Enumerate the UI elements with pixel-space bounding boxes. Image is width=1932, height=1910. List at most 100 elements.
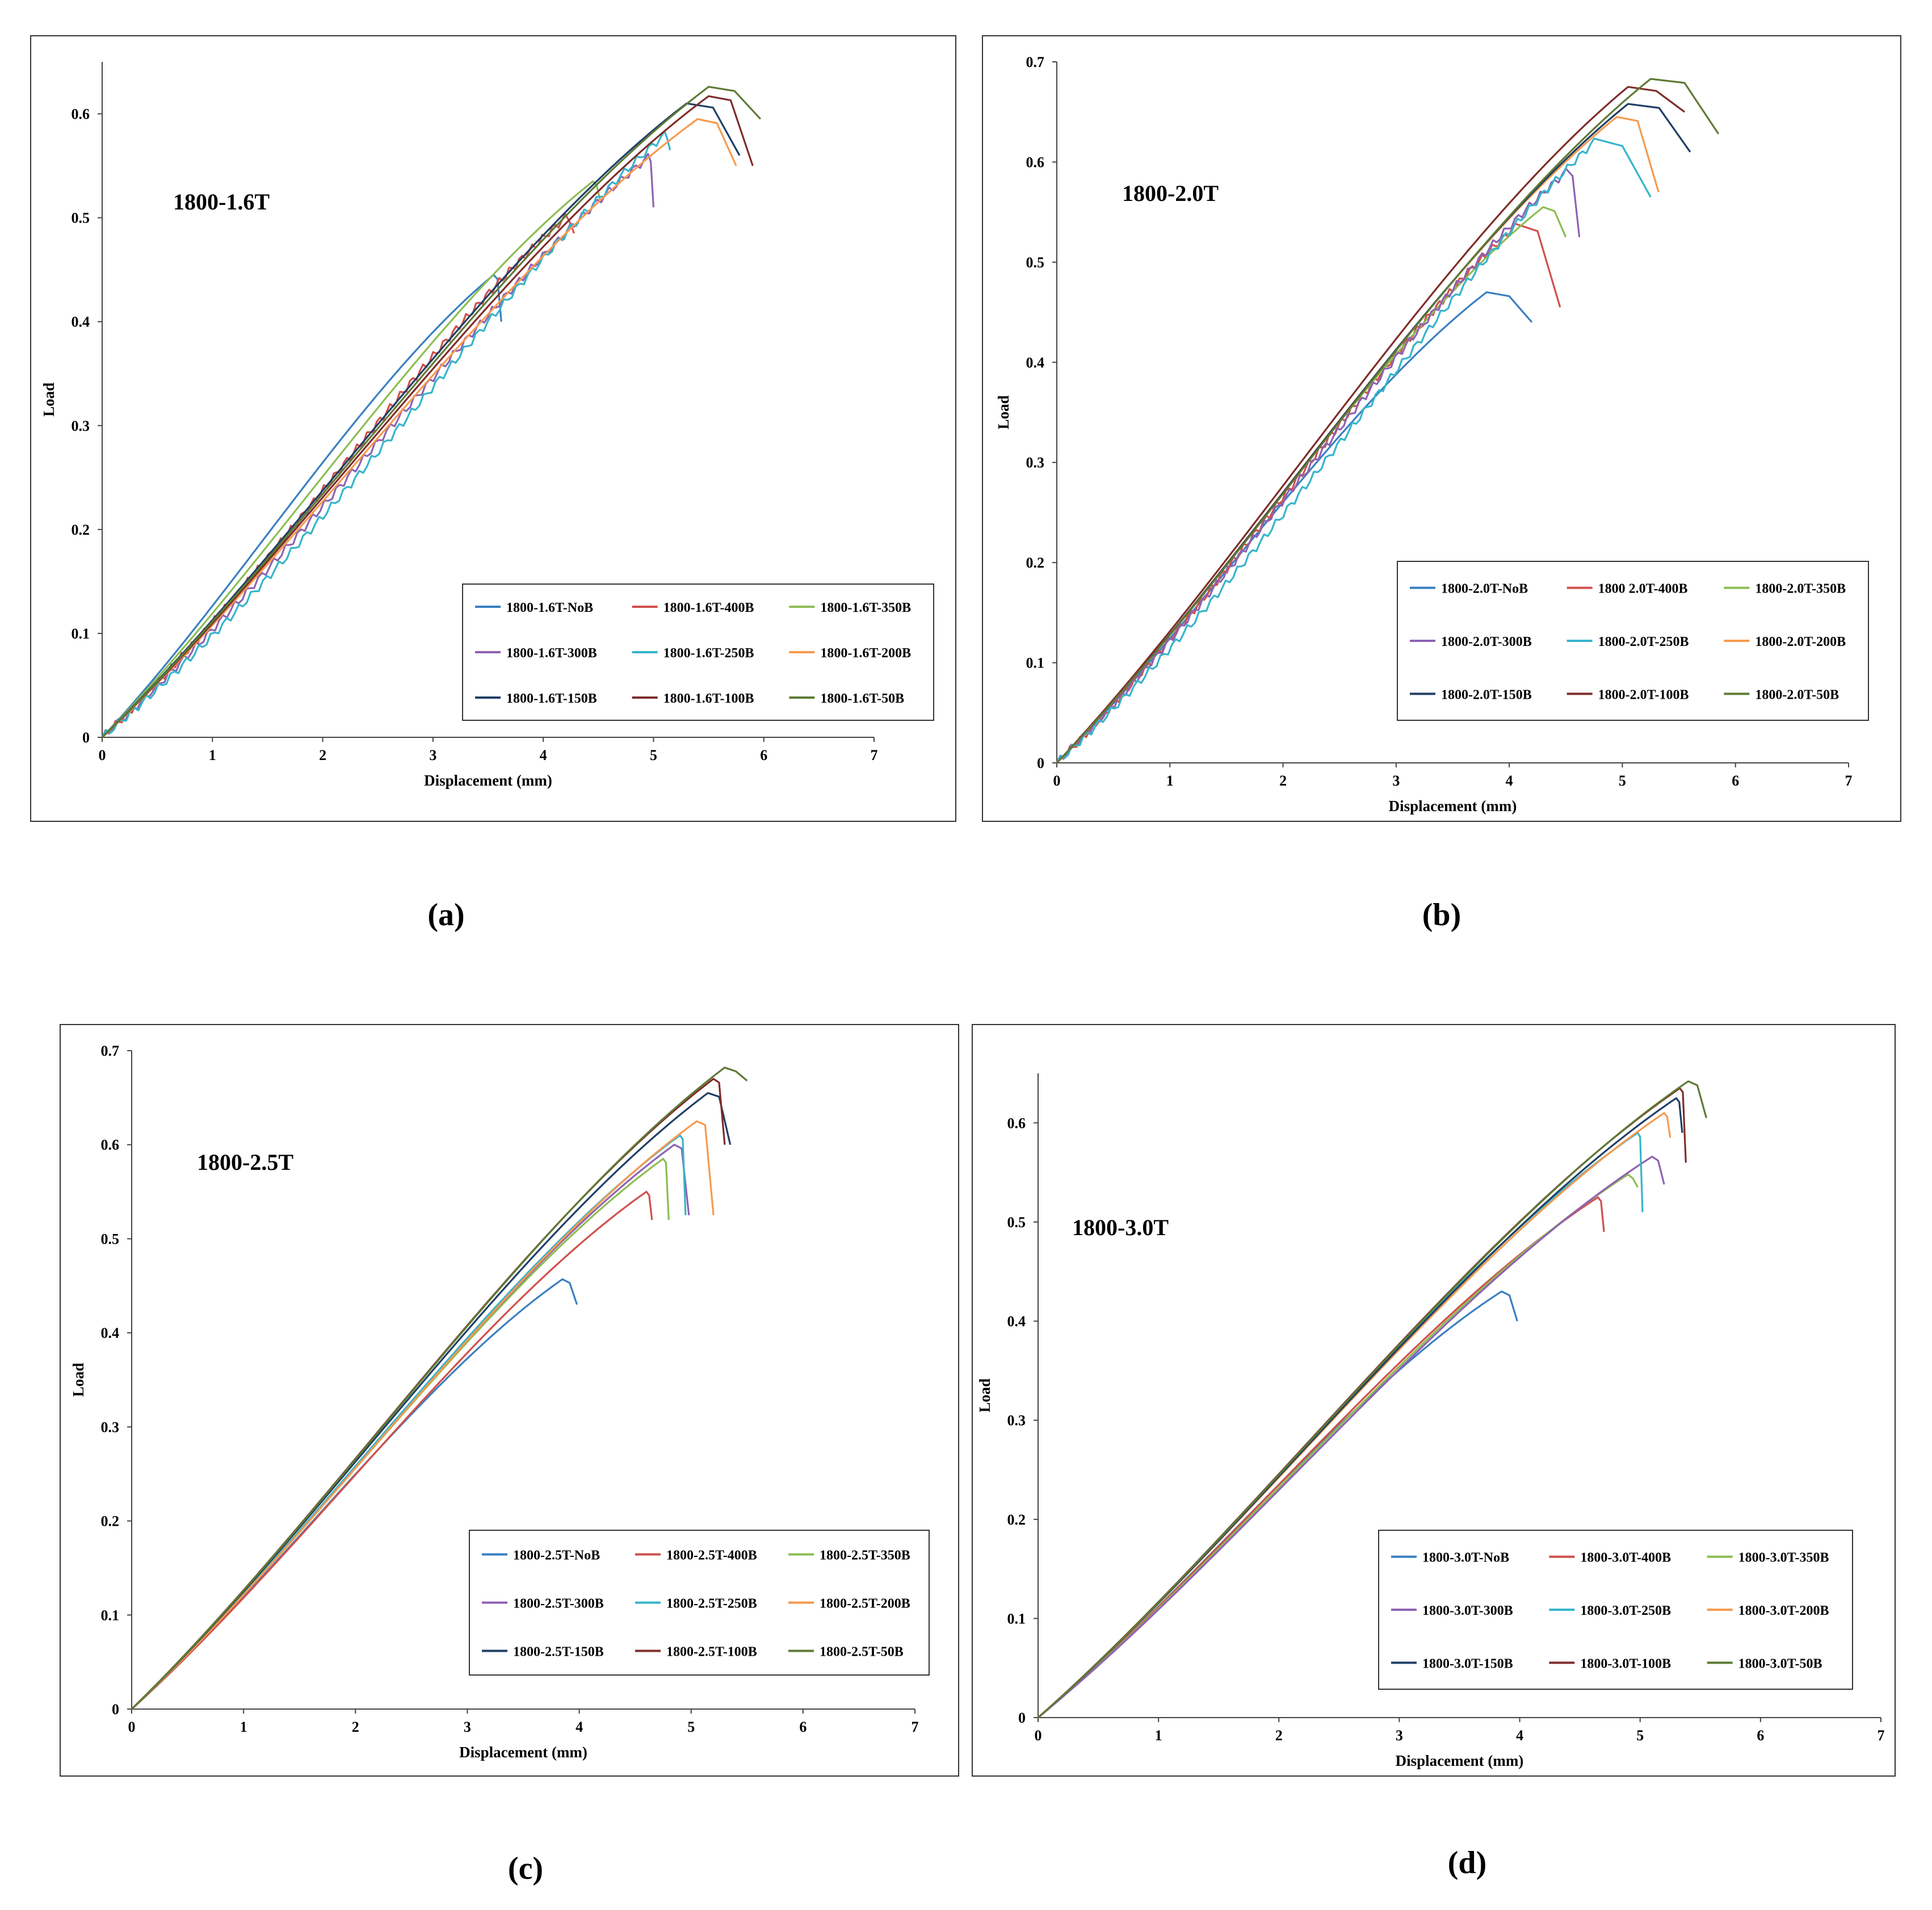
- chart-svg-d: 0 1 2 3 4 5 6 7 0 0.1 0.2 0.3 0.4 0.5 0.6 Displacement …: [976, 1073, 1885, 1769]
- series-line-1800-1.6T-100B: [101, 95, 754, 738]
- legend-label: 1800-1.6T-250B: [663, 646, 754, 661]
- y-tick-label: 0.5: [72, 210, 90, 226]
- y-axis-title: Load: [70, 1363, 87, 1397]
- legend-label: 1800-2.0T-200B: [1755, 635, 1846, 649]
- chart-panel-d: 0 1 2 3 4 5 6 7 0 0.1 0.2 0.3 0.4 0.5 0.6 Displacement …: [972, 1024, 1896, 1777]
- series-line-1800-1.6T-250B: [101, 130, 671, 738]
- x-tick-label: 1: [1166, 773, 1174, 789]
- y-axis-title: Load: [976, 1378, 993, 1412]
- legend-label: 1800-1.6T-400B: [663, 601, 754, 615]
- x-tick-label: 3: [1396, 1727, 1403, 1744]
- y-tick-label: 0.2: [72, 522, 90, 538]
- y-tick-label: 0.7: [1026, 54, 1045, 70]
- y-tick-label: 0.2: [1026, 555, 1045, 571]
- legend-label: 1800-1.6T-300B: [506, 646, 597, 661]
- y-tick-label: 0: [112, 1701, 119, 1718]
- legend-label: 1800-2.5T-350B: [820, 1548, 910, 1563]
- legend-label: 1800-2.5T-250B: [666, 1597, 757, 1611]
- legend-label: 1800-1.6T-350B: [820, 601, 911, 615]
- y-axis-title: Load: [40, 383, 57, 417]
- x-tick-label: 4: [576, 1719, 583, 1735]
- x-tick-label: 6: [799, 1719, 807, 1735]
- legend-label: 1800-2.0T-250B: [1598, 635, 1689, 649]
- y-tick-label: 0.7: [101, 1043, 120, 1059]
- legend-box: [1397, 561, 1869, 721]
- legend-label: 1800-1.6T-150B: [506, 691, 597, 706]
- chart-svg-b: 0 1 2 3 4 5 6 7 0 0.1 0.2 0.3 0.4 0.5 0.6 0.7 Displaceme…: [995, 54, 1869, 815]
- legend-label: 1800-3.0T-NoB: [1422, 1551, 1509, 1565]
- x-tick-label: 4: [540, 747, 547, 763]
- legend-label: 1800-3.0T-150B: [1422, 1656, 1513, 1671]
- y-tick-label: 0.6: [72, 106, 90, 123]
- legend-label: 1800-3.0T-100B: [1580, 1656, 1671, 1671]
- y-tick-label: 0.5: [1007, 1214, 1026, 1231]
- series-line-1800-3.0T-300B: [1037, 1156, 1665, 1719]
- y-tick-label: 0.1: [101, 1607, 120, 1623]
- x-tick-label: 1: [240, 1719, 247, 1735]
- series-line-1800-2.0T-50B: [1056, 78, 1720, 764]
- legend-label: 1800-3.0T-400B: [1580, 1551, 1671, 1565]
- x-tick-label: 2: [1279, 773, 1287, 789]
- x-tick-label: 7: [912, 1719, 919, 1735]
- series-line-1800-2.0T-300B: [1056, 167, 1581, 763]
- y-tick-label: 0.1: [72, 626, 90, 642]
- legend-label: 1800-2.0T-150B: [1441, 687, 1532, 702]
- x-tick-label: 4: [1516, 1727, 1523, 1744]
- legend-label: 1800-3.0T-200B: [1738, 1603, 1829, 1618]
- y-tick-label: 0.1: [1007, 1610, 1026, 1627]
- series-line-1800-2.5T-400B: [131, 1191, 653, 1710]
- chart-title: 1800-3.0T: [1072, 1215, 1169, 1240]
- legend-label: 1800-1.6T-50B: [820, 691, 904, 706]
- legend-box: [462, 584, 934, 721]
- legend-label: 1800-2.5T-400B: [666, 1548, 757, 1563]
- caption-a: (a): [427, 897, 465, 933]
- x-tick-label: 4: [1506, 773, 1513, 789]
- y-tick-label: 0.5: [1026, 254, 1045, 271]
- y-tick-label: 0.6: [101, 1137, 120, 1153]
- legend-label: 1800 2.0T-400B: [1598, 582, 1688, 597]
- x-tick-label: 0: [128, 1719, 136, 1735]
- legend-label: 1800-2.0T-NoB: [1441, 582, 1528, 597]
- x-tick-label: 1: [1155, 1727, 1162, 1744]
- series-line-1800-2.5T-50B: [131, 1067, 748, 1710]
- chart-svg-c: 0 1 2 3 4 5 6 7 0 0.1 0.2 0.3 0.4 0.5 0.6 0.7 Displaceme…: [70, 1043, 930, 1761]
- caption-c: (c): [507, 1851, 544, 1886]
- series-line-1800-3.0T-50B: [1037, 1080, 1707, 1719]
- y-tick-label: 0.3: [1007, 1412, 1026, 1429]
- legend-label: 1800-1.6T-100B: [663, 691, 754, 706]
- legend-label: 1800-2.5T-200B: [820, 1597, 910, 1611]
- legend-label: 1800-3.0T-50B: [1738, 1656, 1822, 1671]
- y-tick-label: 0: [82, 729, 90, 746]
- legend-box: [1378, 1530, 1853, 1690]
- y-axis-title: Load: [995, 395, 1012, 429]
- caption-d: (d): [1447, 1845, 1487, 1880]
- legend-label: 1800-3.0T-250B: [1580, 1603, 1671, 1618]
- y-tick-label: 0.3: [72, 418, 90, 434]
- chart-panel-b: 0 1 2 3 4 5 6 7 0 0.1 0.2 0.3 0.4 0.5 0.6 0.7 Displaceme…: [982, 35, 1901, 822]
- x-tick-label: 0: [1035, 1727, 1042, 1744]
- series-line-1800-1.6T-200B: [101, 118, 737, 738]
- series-line-1800-2.0T-100B: [1056, 86, 1685, 764]
- x-tick-label: 5: [687, 1719, 695, 1735]
- x-tick-label: 7: [871, 747, 878, 763]
- y-tick-label: 0.3: [101, 1419, 120, 1435]
- series-line-1800-2.5T-200B: [131, 1120, 715, 1710]
- legend-label: 1800-3.0T-300B: [1422, 1603, 1513, 1618]
- y-tick-label: 0.6: [1007, 1115, 1026, 1131]
- x-tick-label: 0: [99, 747, 106, 763]
- x-tick-label: 3: [1392, 773, 1400, 789]
- legend-label: 1800-1.6T-NoB: [506, 601, 593, 615]
- x-tick-label: 3: [464, 1719, 471, 1735]
- x-tick-label: 6: [1732, 773, 1739, 789]
- series-line-1800-1.6T-350B: [101, 180, 602, 738]
- legend-label: 1800-2.0T-100B: [1598, 687, 1689, 702]
- x-tick-label: 2: [319, 747, 326, 763]
- y-tick-label: 0: [1018, 1710, 1026, 1726]
- x-tick-label: 7: [1878, 1727, 1885, 1744]
- x-axis-title: Displacement (mm): [459, 1744, 587, 1761]
- legend-label: 1800-2.0T-50B: [1755, 687, 1839, 702]
- legend-label: 1800-2.0T-300B: [1441, 635, 1532, 649]
- x-tick-label: 5: [1619, 773, 1626, 789]
- y-tick-label: 0.3: [1026, 455, 1045, 471]
- legend-label: 1800-2.5T-100B: [666, 1645, 757, 1660]
